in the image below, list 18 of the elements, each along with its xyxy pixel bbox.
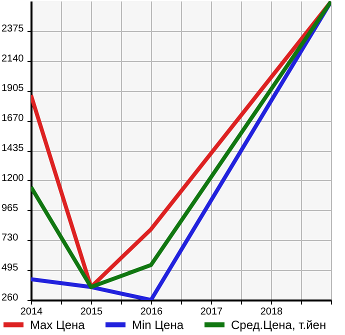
x-tick-label: 2016 (140, 306, 164, 318)
x-tick-label: 2017 (200, 306, 224, 318)
y-tick-label: 2140 (2, 53, 24, 64)
y-tick-label: 260 (2, 292, 19, 304)
y-tick-label: 965 (2, 202, 19, 214)
x-tick-label: 2018 (260, 306, 284, 318)
y-tick-label: 1200 (2, 172, 24, 184)
y-tick-label: 1905 (2, 83, 24, 94)
y-tick-label: 730 (2, 232, 19, 244)
y-tick-label: 1670 (2, 113, 24, 124)
y-tick-label: 2375 (2, 23, 24, 34)
legend-label: Max Цена (30, 318, 86, 332)
legend-label: Сред.Цена, т.йен (231, 318, 326, 332)
legend-label: Min Цена (132, 318, 184, 332)
x-tick-label: 2014 (20, 306, 44, 318)
y-tick-label: 495 (2, 262, 19, 274)
x-tick-label: 2015 (80, 306, 104, 318)
y-tick-label: 1435 (2, 143, 24, 154)
